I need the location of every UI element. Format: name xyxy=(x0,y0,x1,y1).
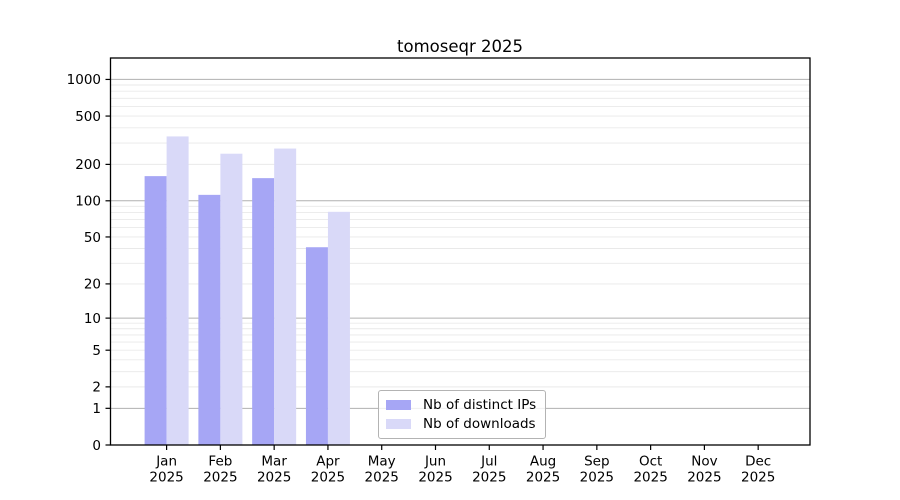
x-tick-label-month-jan: Jan xyxy=(155,454,177,470)
x-tick-label-year-feb: 2025 xyxy=(203,470,237,486)
x-tick-label-month-aug: Aug xyxy=(530,454,556,470)
legend-label-downloads: Nb of downloads xyxy=(423,415,536,432)
x-tick-label-year-jan: 2025 xyxy=(149,470,183,486)
x-tick-label-month-nov: Nov xyxy=(691,454,717,470)
y-tick-label-1: 1 xyxy=(92,401,101,417)
x-tick-label-month-jul: Jul xyxy=(480,454,497,470)
y-tick-label-50: 50 xyxy=(84,230,101,246)
y-tick-label-200: 200 xyxy=(75,157,101,173)
bar-nb-of-downloads-mar xyxy=(274,148,297,445)
legend-swatch-downloads xyxy=(386,418,411,429)
legend: Nb of distinct IPs Nb of downloads xyxy=(378,390,546,439)
bar-nb-of-distinct-ips-mar xyxy=(252,178,275,446)
x-tick-label-year-nov: 2025 xyxy=(687,470,721,486)
x-tick-label-year-oct: 2025 xyxy=(633,470,667,486)
bar-nb-of-distinct-ips-feb xyxy=(198,194,221,445)
x-tick-label-year-jul: 2025 xyxy=(472,470,506,486)
x-tick-label-year-may: 2025 xyxy=(365,470,399,486)
x-tick-label-month-mar: Mar xyxy=(261,454,287,470)
x-tick-label-year-aug: 2025 xyxy=(526,470,560,486)
legend-swatch-distinct-ips xyxy=(386,399,411,410)
legend-item-distinct-ips: Nb of distinct IPs xyxy=(386,395,537,414)
chart-title: tomoseqr 2025 xyxy=(397,37,523,56)
x-tick-label-month-sep: Sep xyxy=(584,454,609,470)
x-tick-label-month-apr: Apr xyxy=(316,454,340,470)
x-tick-label-year-mar: 2025 xyxy=(257,470,291,486)
x-tick-label-year-dec: 2025 xyxy=(741,470,775,486)
x-tick-label-year-jun: 2025 xyxy=(418,470,452,486)
bar-nb-of-downloads-feb xyxy=(220,153,243,445)
bar-nb-of-downloads-apr xyxy=(327,211,350,445)
x-tick-label-month-feb: Feb xyxy=(208,454,232,470)
plot-border xyxy=(109,57,811,446)
y-tick-label-100: 100 xyxy=(75,194,101,210)
y-tick-label-1000: 1000 xyxy=(67,72,101,88)
x-tick-label-year-sep: 2025 xyxy=(580,470,614,486)
x-tick-label-month-dec: Dec xyxy=(745,454,771,470)
legend-item-downloads: Nb of downloads xyxy=(386,414,537,433)
x-tick-label-month-may: May xyxy=(368,454,396,470)
x-tick-label-month-oct: Oct xyxy=(639,454,662,470)
bar-nb-of-distinct-ips-jan xyxy=(144,176,167,445)
legend-label-distinct-ips: Nb of distinct IPs xyxy=(423,396,537,413)
y-tick-label-20: 20 xyxy=(84,277,101,293)
y-tick-label-10: 10 xyxy=(84,311,101,327)
bar-nb-of-downloads-jan xyxy=(166,136,189,445)
y-tick-label-2: 2 xyxy=(92,380,101,396)
y-tick-label-0: 0 xyxy=(92,438,101,454)
x-tick-label-year-apr: 2025 xyxy=(311,470,345,486)
y-tick-label-500: 500 xyxy=(75,109,101,125)
y-tick-label-5: 5 xyxy=(92,343,101,359)
x-tick-label-month-jun: Jun xyxy=(424,454,446,470)
bar-nb-of-distinct-ips-apr xyxy=(305,247,328,445)
